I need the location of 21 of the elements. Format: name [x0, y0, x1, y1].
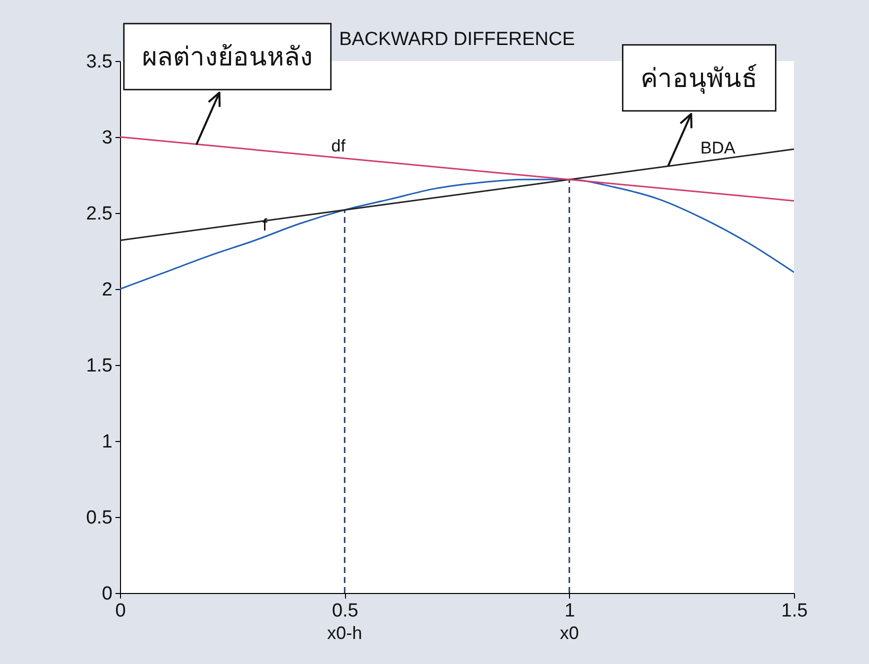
chart-title: BACKWARD DIFFERENCE	[339, 29, 575, 50]
annotation: ค่าอนุพันธ์	[640, 62, 758, 94]
annotation: x0-h	[327, 623, 362, 643]
y-tick-label: 3.5	[86, 52, 112, 72]
x-tick-label: 0	[115, 600, 126, 622]
series-label: df	[331, 136, 346, 156]
x-tick-label: 1.5	[781, 600, 808, 622]
y-tick-label: 0	[102, 584, 112, 604]
x-tick-label: 0.5	[332, 600, 358, 622]
y-tick-label: 1	[102, 432, 112, 452]
y-tick-label: 2	[102, 280, 112, 300]
y-tick-label: 0.5	[86, 508, 112, 528]
y-tick-label: 2.5	[86, 204, 112, 224]
line-series	[120, 178, 794, 290]
series-label: BDA	[700, 138, 736, 158]
y-tick-label: 3	[102, 128, 112, 148]
annotation: x0	[560, 623, 579, 643]
annotation: ผลต่างย้อนหลัง	[142, 42, 313, 72]
y-tick-label: 1.5	[86, 356, 112, 376]
x-tick-label: 1	[564, 600, 576, 622]
series-label: f	[262, 216, 268, 235]
